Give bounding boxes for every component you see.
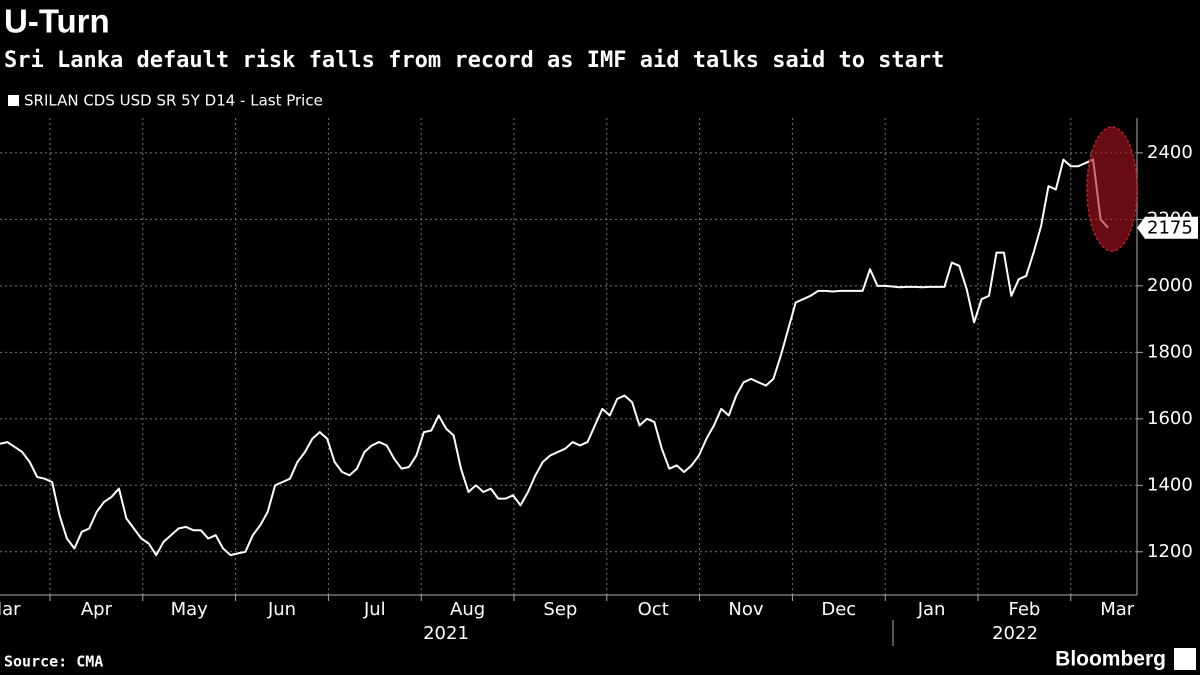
y-tick-label: 2400 <box>1147 142 1193 163</box>
source: Source: CMA <box>4 653 103 671</box>
year-label: 2021 <box>423 623 469 644</box>
last-value-flag <box>1137 216 1198 239</box>
last-value-label: 2175 <box>1147 218 1193 239</box>
x-tick-label: Feb <box>1008 599 1040 620</box>
chart-title: U-Turn <box>4 3 110 40</box>
x-tick-label: Aug <box>450 599 485 620</box>
x-tick-label: Mar <box>0 599 21 620</box>
x-tick-label: Jan <box>917 599 946 620</box>
x-tick-label: Sep <box>543 599 577 620</box>
legend-swatch <box>8 95 19 106</box>
x-tick-label: Oct <box>638 599 669 620</box>
x-tick-label: Dec <box>821 599 856 620</box>
y-tick-label: 1600 <box>1147 408 1193 429</box>
year-label: 2022 <box>992 623 1038 644</box>
brand-icon <box>1174 648 1196 670</box>
x-tick-label: Jul <box>363 599 386 620</box>
y-tick-label: 1200 <box>1147 541 1193 562</box>
x-tick-label: Apr <box>81 599 113 620</box>
x-tick-label: Nov <box>728 599 763 620</box>
x-tick-label: May <box>171 599 209 620</box>
legend-label: SRILAN CDS USD SR 5Y D14 - Last Price <box>24 92 323 110</box>
y-tick-label: 1800 <box>1147 341 1193 362</box>
brand: Bloomberg <box>1055 648 1166 671</box>
x-tick-label: Mar <box>1100 599 1135 620</box>
y-tick-label: 1400 <box>1147 474 1193 495</box>
chart-subtitle: Sri Lanka default risk falls from record… <box>4 48 944 73</box>
x-tick-label: Jun <box>267 599 296 620</box>
y-tick-label: 2000 <box>1147 275 1193 296</box>
line <box>0 158 1109 557</box>
highlight <box>1086 126 1138 252</box>
